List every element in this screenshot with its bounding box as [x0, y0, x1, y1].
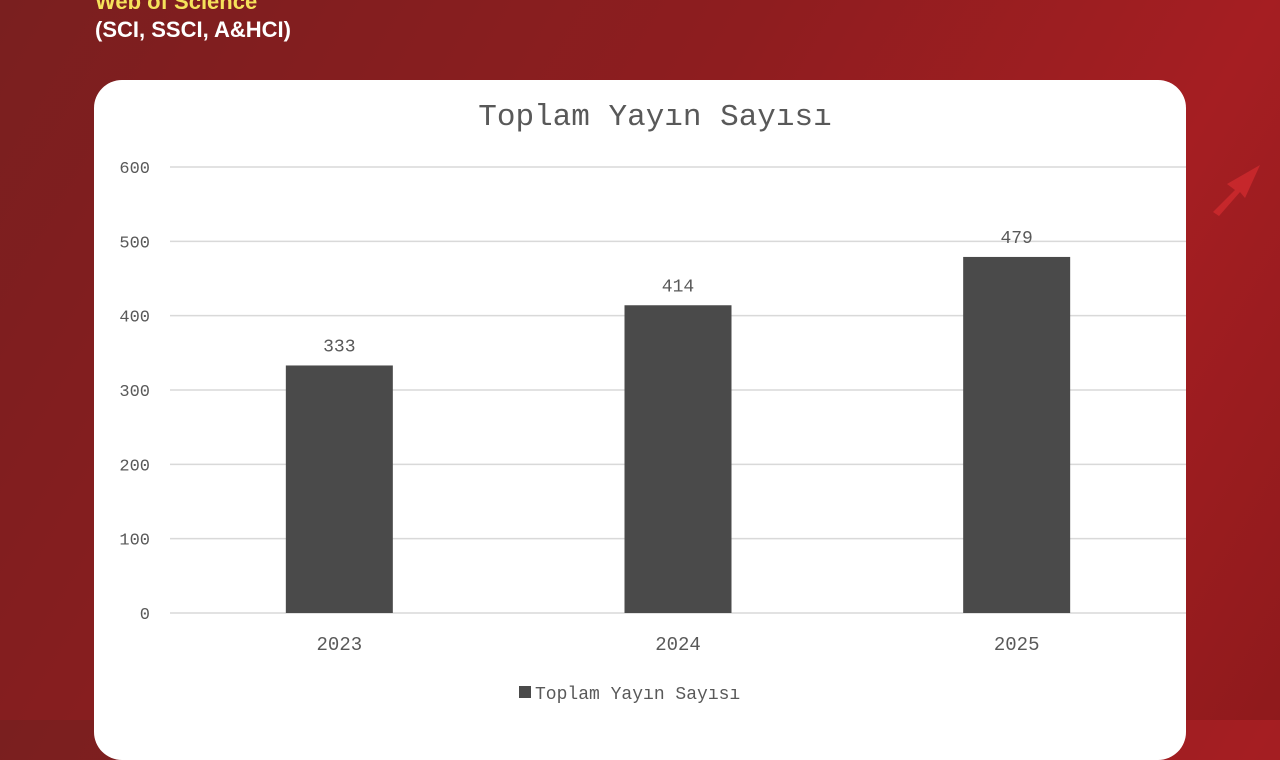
chart-title: Toplam Yayın Sayısı: [478, 100, 831, 135]
data-label: 414: [662, 277, 694, 297]
heading-line-2: (SCI, SSCI, A&HCI): [95, 17, 291, 42]
y-tick-label: 600: [119, 160, 150, 179]
y-tick-label: 0: [140, 606, 150, 625]
arrow-up-right-icon: [1213, 165, 1260, 216]
bar-2024: [624, 305, 732, 613]
bar-2023: [285, 365, 393, 613]
heading: Web of Science (SCI, SSCI, A&HCI): [95, 0, 291, 44]
legend-swatch: [519, 686, 531, 698]
x-tick-label: 2023: [317, 634, 363, 656]
legend-label: Toplam Yayın Sayısı: [535, 685, 740, 705]
x-tick-label: 2024: [655, 634, 701, 656]
x-tick-label: 2025: [994, 634, 1040, 656]
y-tick-label: 500: [119, 234, 150, 253]
bar-2025: [963, 256, 1071, 613]
legend: Toplam Yayın Sayısı: [519, 685, 740, 705]
y-tick-label: 300: [119, 383, 150, 402]
y-tick-label: 100: [119, 532, 150, 551]
y-tick-label: 400: [119, 309, 150, 328]
heading-line-1: Web of Science: [95, 0, 258, 14]
y-tick-label: 200: [119, 457, 150, 476]
data-label: 479: [1000, 229, 1032, 249]
bar-chart: Toplam Yayın Sayısı 0100200300400500600 …: [119, 100, 1186, 705]
data-label: 333: [323, 337, 355, 357]
